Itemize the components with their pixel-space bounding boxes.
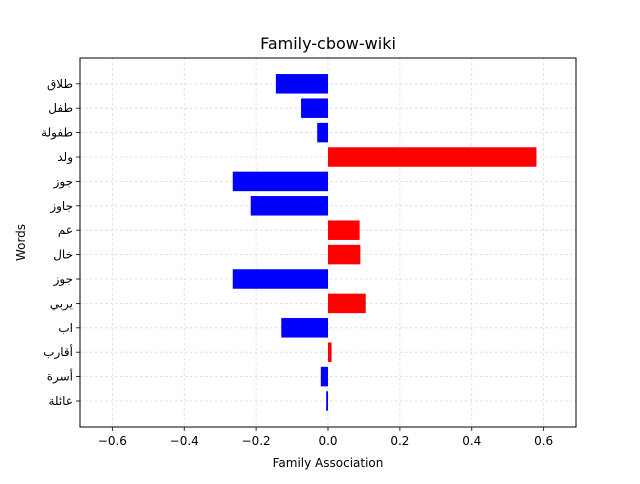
- y-tick-label: طفل: [48, 101, 73, 115]
- bar: [317, 122, 328, 143]
- bar: [328, 244, 361, 265]
- y-tick-label: عائلة: [48, 394, 73, 408]
- x-tick-label: −0.6: [98, 434, 127, 448]
- bar: [328, 147, 537, 167]
- x-tick-label: −0.2: [242, 434, 271, 448]
- y-tick-label: أسرة: [47, 369, 73, 385]
- y-tick-label: جاوز: [49, 199, 73, 214]
- bar: [328, 220, 360, 240]
- bar: [320, 366, 328, 387]
- bar: [232, 269, 328, 289]
- x-tick-label: 0.4: [462, 434, 481, 448]
- y-tick-label: عم: [58, 223, 73, 237]
- bar: [301, 98, 328, 118]
- y-tick-label: خال: [53, 248, 73, 262]
- bar: [281, 318, 328, 338]
- y-tick-label: يربي: [50, 296, 73, 311]
- x-tick-label: −0.4: [170, 434, 199, 448]
- chart-title: Family-cbow-wiki: [260, 34, 396, 53]
- bar: [250, 196, 328, 216]
- bar: [326, 391, 328, 411]
- y-axis-label: Words: [14, 224, 28, 261]
- x-tick-label: 0.2: [390, 434, 409, 448]
- bar: [328, 293, 366, 314]
- y-tick-label: طلاق: [47, 77, 73, 91]
- y-tick-label: أقارب: [43, 344, 73, 360]
- x-tick-label: 0.0: [318, 434, 337, 448]
- y-tick-label: ولد: [57, 150, 73, 165]
- bar: [232, 171, 328, 192]
- y-axis-ticks: عائلة أسرة أقارب اب يربي جوز خال عم جاوز جوز ولد طف…: [41, 77, 80, 408]
- x-tick-label: 0.6: [534, 434, 553, 448]
- y-tick-label: اب: [58, 321, 73, 335]
- bars: [232, 74, 537, 411]
- grid-lines: [80, 58, 576, 427]
- y-tick-label: طفولة: [41, 126, 73, 141]
- x-axis-ticks: −0.6 −0.4 −0.2 0.0 0.2 0.4 0.6: [98, 427, 553, 448]
- y-tick-label: جوز: [53, 272, 73, 287]
- y-tick-label: جوز: [53, 174, 73, 189]
- bar: [328, 342, 332, 362]
- bar: [275, 74, 328, 94]
- x-axis-label: Family Association: [273, 456, 384, 470]
